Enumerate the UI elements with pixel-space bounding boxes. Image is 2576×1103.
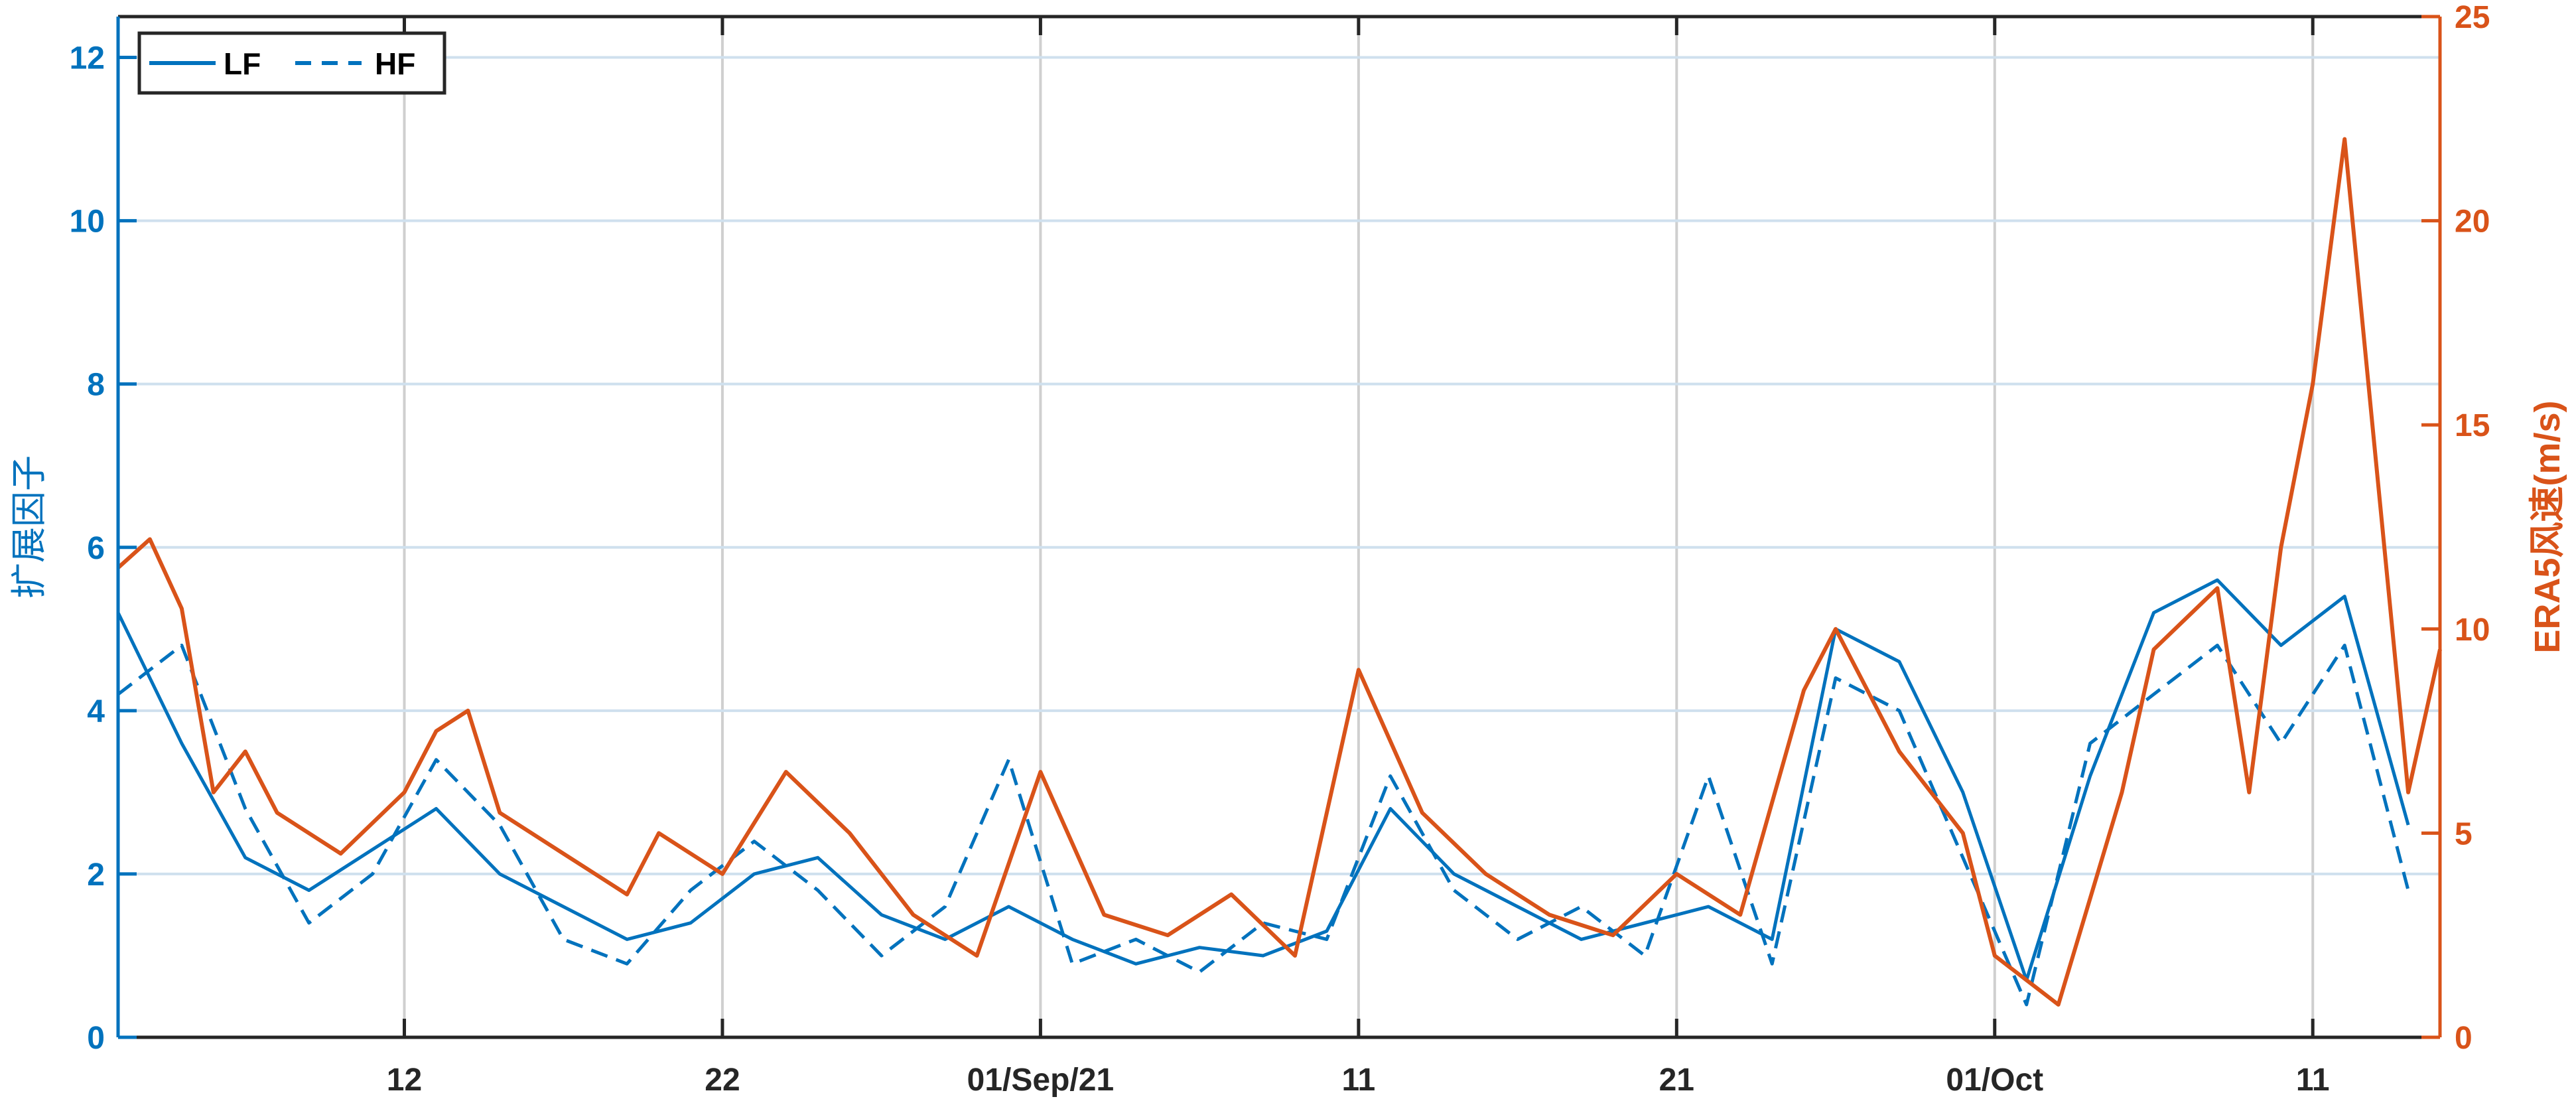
y-tick-label-right-4: 20 xyxy=(2455,204,2490,240)
legend: LF HF xyxy=(137,31,446,95)
series-layer xyxy=(116,137,2442,1007)
x-tick-label-2: 01/Sep/21 xyxy=(967,1063,1114,1098)
y-tick-label-left-4: 8 xyxy=(87,368,105,403)
x-tick-label-0: 12 xyxy=(387,1063,422,1098)
x-tick-label-6: 11 xyxy=(2296,1063,2330,1098)
y-tick-label-left-2: 4 xyxy=(87,694,105,729)
x-tick-label-1: 22 xyxy=(705,1063,740,1098)
series-line-era5 xyxy=(116,137,2442,1007)
x-tick-label-3: 11 xyxy=(1341,1063,1375,1098)
series-line-hf xyxy=(117,643,2410,1007)
plot-background xyxy=(118,17,2440,1037)
y-tick-label-left-1: 2 xyxy=(87,857,105,893)
y-tick-label-left-3: 6 xyxy=(87,531,105,566)
y-tick-label-right-5: 25 xyxy=(2455,0,2490,35)
legend-label-hf: HF xyxy=(375,46,415,81)
ticks: 0 2 4 6 8 10 12 0 5 10 15 20 25 12 22 01/Sep/21 11 21 01/O… xyxy=(70,0,2490,1098)
y-tick-label-left-0: 0 xyxy=(87,1021,105,1056)
y-tick-label-right-2: 10 xyxy=(2455,613,2490,648)
y-axis-label-right: ERA5风速(m/s) xyxy=(2528,400,2567,653)
axes xyxy=(116,15,2442,1039)
y-tick-label-right-3: 15 xyxy=(2455,408,2490,443)
legend-label-lf: LF xyxy=(224,46,261,81)
y-axis-label-left: 扩展因子 xyxy=(8,455,50,599)
y-tick-label-left-5: 10 xyxy=(70,204,105,240)
x-tick-label-5: 01/Oct xyxy=(1946,1063,2043,1098)
grid xyxy=(118,17,2440,1037)
y-tick-label-right-1: 5 xyxy=(2455,816,2473,851)
x-tick-label-4: 21 xyxy=(1659,1063,1694,1098)
y-tick-label-right-0: 0 xyxy=(2455,1021,2473,1056)
y-tick-label-left-6: 12 xyxy=(70,41,105,76)
